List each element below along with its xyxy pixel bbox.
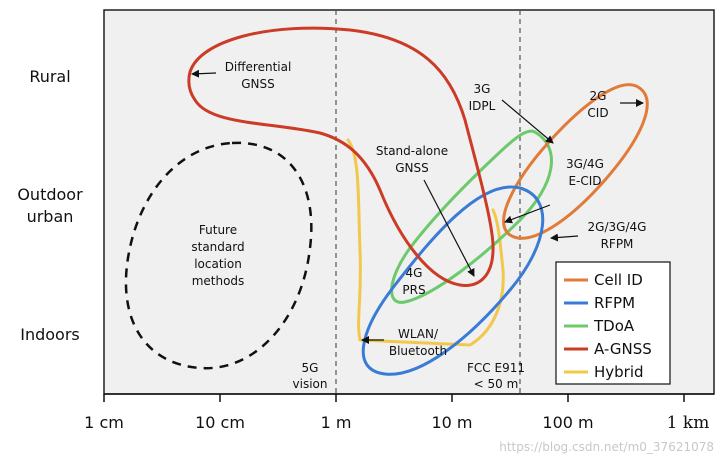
cid-label: 2G [590,89,607,103]
prs-label: PRS [402,283,425,297]
future-methods-label: location [194,257,242,271]
watermark: https://blog.csdn.net/m0_37621078 [499,440,714,454]
rfpm-arrow [550,233,579,242]
standalone-gnss-label: GNSS [395,161,429,175]
ecid-arrow [504,204,551,224]
future-methods-label: standard [191,240,244,254]
rfpm-annotation-label: RFPM [601,237,634,251]
five-g-label: vision [293,377,328,391]
tdoa-region [390,129,553,304]
x-tick-label: 1 cm [84,413,124,432]
ecid-label: E-CID [568,174,601,188]
hybrid-region [346,138,505,347]
standalone-gnss-label: Stand-alone [376,144,448,158]
standalone-gnss-arrow [423,179,475,277]
x-tick-label: 100 m [542,413,593,432]
row-label-outdoor: Outdoor [17,185,83,204]
wlan-bluetooth-label: Bluetooth [389,344,447,358]
row-label-urban: urban [27,207,74,226]
prs-label: 4G [406,266,423,280]
differential-gnss-label: Differential [225,60,292,74]
row-label-rural: Rural [29,67,70,86]
idpl-label: IDPL [469,99,496,113]
fcc-label: FCC E911 [467,361,525,375]
ecid-label: 3G/4G [566,157,604,171]
differential-gnss-label: GNSS [241,77,275,91]
legend-box [555,261,671,385]
x-tick-label: 10 m [431,413,472,432]
legend-label-tdoa: TDoA [593,317,635,335]
future-methods-label: Future [199,223,237,237]
rfpm-annotation-label: 2G/3G/4G [588,220,647,234]
x-tick-label: 1 km [667,413,710,433]
five-g-label: 5G [302,361,319,375]
cell-id-region [502,83,649,240]
idpl-arrow [501,99,554,144]
idpl-label: 3G [474,82,491,96]
row-label-indoors: Indoors [20,325,80,344]
fcc-label: < 50 m [474,377,519,391]
future-methods-ellipse [124,141,313,370]
rfpm-region [361,185,545,376]
legend: Cell ID RFPM TDoA A-GNSS Hybrid [555,261,671,385]
cid-label: CID [587,106,608,120]
x-tick-label: 1 m [321,413,352,432]
legend-label-hybrid: Hybrid [594,363,644,381]
differential-gnss-arrow [191,69,217,78]
a-gnss-region [187,26,495,287]
wlan-bluetooth-label: WLAN/ [398,327,439,341]
legend-label-cell-id: Cell ID [594,271,643,289]
x-tick-label: 10 cm [195,413,245,432]
legend-label-a-gnss: A-GNSS [594,340,652,358]
legend-label-rfpm: RFPM [594,294,635,312]
future-methods-label: methods [192,274,245,288]
